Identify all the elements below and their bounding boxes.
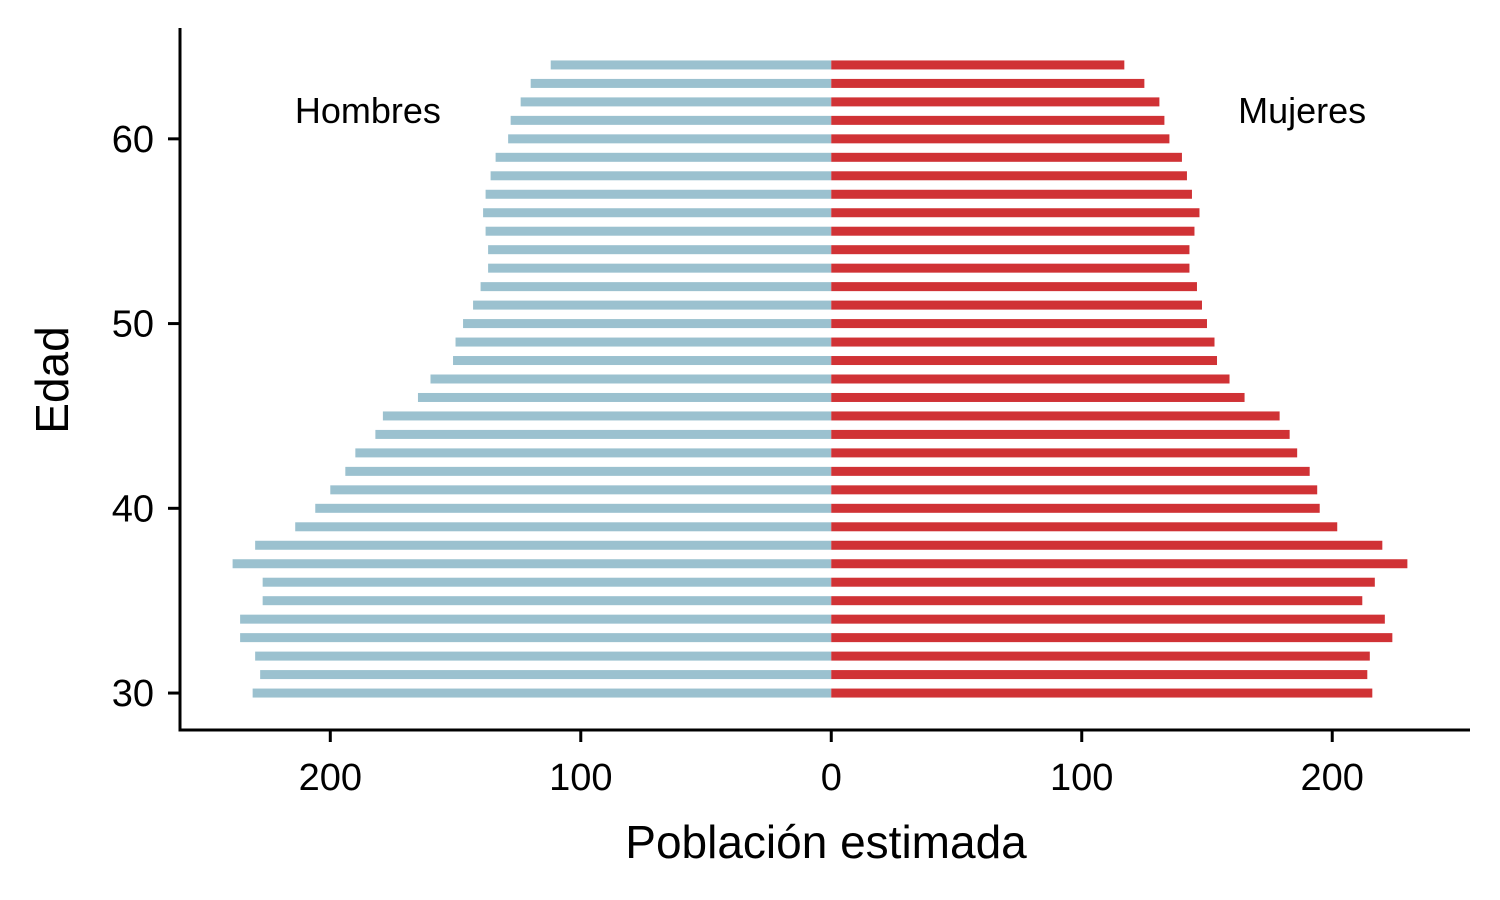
bar-mujeres-57	[831, 189, 1192, 199]
bar-mujeres-42	[831, 466, 1310, 476]
bar-mujeres-32	[831, 651, 1370, 661]
bar-hombres-49	[455, 337, 832, 347]
group-annotations: Hombres Mujeres	[295, 90, 1366, 131]
x-axis-ticks: 200 100 0 100 200	[299, 730, 1364, 799]
y-tick-label: 30	[112, 673, 154, 715]
x-tick-label: 200	[299, 757, 362, 799]
bar-hombres-37	[232, 559, 832, 569]
bar-mujeres-47	[831, 374, 1230, 384]
bar-hombres-64	[550, 60, 832, 70]
bar-mujeres-62	[831, 97, 1160, 107]
bar-hombres-54	[488, 245, 832, 255]
y-tick-label: 60	[112, 119, 154, 161]
bar-hombres-48	[453, 356, 832, 366]
bar-hombres-30	[252, 688, 832, 698]
x-tick-label: 100	[1050, 757, 1113, 799]
bar-hombres-52	[480, 282, 832, 292]
bar-mujeres-61	[831, 115, 1165, 125]
bar-mujeres-50	[831, 319, 1207, 329]
bar-mujeres-49	[831, 337, 1215, 347]
bar-hombres-61	[510, 115, 832, 125]
bar-mujeres-39	[831, 522, 1338, 532]
bar-mujeres-31	[831, 670, 1368, 680]
bar-hombres-34	[240, 614, 832, 624]
bar-hombres-60	[508, 134, 832, 144]
bars-men-series	[232, 60, 832, 698]
bar-hombres-43	[355, 448, 832, 458]
x-tick-label: 0	[821, 757, 842, 799]
bar-mujeres-46	[831, 392, 1245, 402]
bar-mujeres-44	[831, 429, 1290, 439]
bar-mujeres-37	[831, 559, 1408, 569]
y-tick-label: 40	[112, 488, 154, 530]
x-axis-title: Población estimada	[625, 816, 1027, 868]
bar-hombres-53	[488, 263, 832, 273]
bar-hombres-46	[417, 392, 832, 402]
x-tick-label: 200	[1301, 757, 1364, 799]
bars-women-series	[831, 60, 1408, 698]
bar-hombres-42	[345, 466, 832, 476]
x-tick-label: 100	[549, 757, 612, 799]
bar-mujeres-64	[831, 60, 1125, 70]
bar-mujeres-54	[831, 245, 1190, 255]
bar-mujeres-36	[831, 577, 1375, 587]
bar-hombres-59	[495, 152, 832, 162]
bar-hombres-51	[473, 300, 832, 310]
bar-hombres-62	[520, 97, 832, 107]
bar-hombres-47	[430, 374, 832, 384]
bar-hombres-40	[315, 503, 832, 513]
bar-mujeres-35	[831, 596, 1363, 606]
bar-mujeres-55	[831, 226, 1195, 236]
bar-mujeres-33	[831, 633, 1393, 643]
bar-mujeres-41	[831, 485, 1318, 495]
bar-mujeres-63	[831, 78, 1145, 88]
group-label-mujeres: Mujeres	[1238, 90, 1366, 131]
bar-mujeres-52	[831, 282, 1197, 292]
bar-mujeres-58	[831, 171, 1187, 181]
bar-hombres-63	[530, 78, 832, 88]
bar-hombres-50	[463, 319, 832, 329]
y-axis-ticks: 30 40 50 60	[112, 119, 180, 715]
bar-mujeres-51	[831, 300, 1202, 310]
group-label-hombres: Hombres	[295, 90, 441, 131]
bar-hombres-41	[330, 485, 832, 495]
bar-mujeres-34	[831, 614, 1385, 624]
bar-mujeres-60	[831, 134, 1170, 144]
bar-hombres-45	[382, 411, 832, 421]
bar-hombres-32	[255, 651, 832, 661]
bar-mujeres-59	[831, 152, 1182, 162]
bar-mujeres-53	[831, 263, 1190, 273]
bar-mujeres-48	[831, 356, 1218, 366]
bar-hombres-55	[485, 226, 832, 236]
bar-hombres-36	[262, 577, 832, 587]
y-axis-title: Edad	[26, 326, 78, 433]
bar-mujeres-40	[831, 503, 1320, 513]
bar-hombres-33	[240, 633, 832, 643]
y-tick-label: 50	[112, 304, 154, 346]
bar-hombres-39	[295, 522, 832, 532]
bar-mujeres-43	[831, 448, 1298, 458]
bar-mujeres-30	[831, 688, 1373, 698]
bar-hombres-31	[260, 670, 832, 680]
bar-hombres-58	[490, 171, 832, 181]
bar-mujeres-45	[831, 411, 1280, 421]
bar-hombres-38	[255, 540, 832, 550]
bar-mujeres-56	[831, 208, 1200, 218]
bar-hombres-56	[483, 208, 832, 218]
bar-mujeres-38	[831, 540, 1383, 550]
bar-hombres-44	[375, 429, 832, 439]
bar-hombres-57	[485, 189, 832, 199]
bar-hombres-35	[262, 596, 832, 606]
